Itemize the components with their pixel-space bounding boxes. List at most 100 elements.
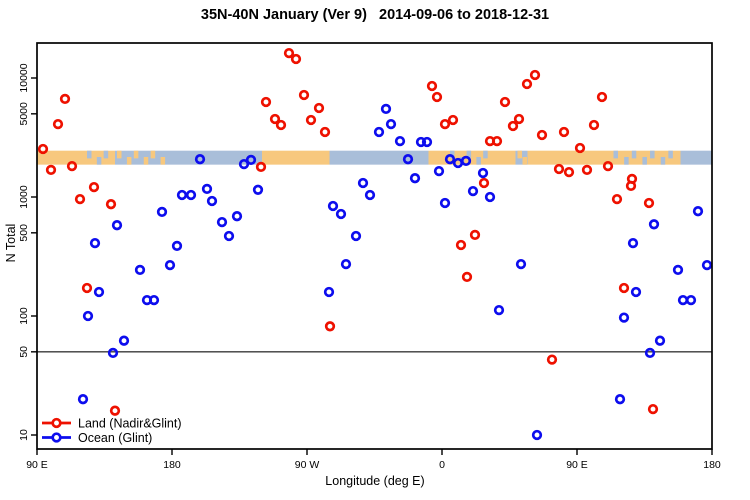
x-tick-label: 180 xyxy=(703,459,721,471)
data-point-land xyxy=(563,166,575,178)
series-land-points xyxy=(37,47,659,416)
y-tick-label: 500 xyxy=(18,224,30,242)
data-point-land xyxy=(45,164,57,176)
data-point-land xyxy=(81,282,93,294)
data-point-land xyxy=(553,163,565,175)
data-point-land xyxy=(324,321,336,332)
series-ocean-points xyxy=(77,103,713,441)
data-point-ocean xyxy=(444,154,456,165)
data-point-ocean xyxy=(531,429,543,441)
data-point-ocean xyxy=(484,191,496,203)
data-point-land xyxy=(37,143,49,155)
data-point-ocean xyxy=(194,154,206,165)
data-point-land xyxy=(647,403,659,415)
data-point-ocean xyxy=(385,118,397,130)
data-point-land xyxy=(469,229,481,241)
y-tick-label: 100 xyxy=(18,307,30,325)
data-point-land xyxy=(52,118,64,130)
data-point-ocean xyxy=(433,165,445,177)
y-tick-label: 1000 xyxy=(18,185,30,209)
data-point-ocean xyxy=(156,206,168,218)
data-point-ocean xyxy=(206,195,218,207)
data-point-land xyxy=(581,164,593,176)
data-point-ocean xyxy=(118,335,130,346)
data-point-land xyxy=(643,197,655,209)
data-point-land xyxy=(596,91,608,103)
data-point-ocean xyxy=(231,211,243,222)
data-point-ocean xyxy=(340,258,352,270)
legend-label: Land (Nadir&Glint) xyxy=(78,417,182,431)
data-point-ocean xyxy=(493,304,505,316)
data-point-land xyxy=(478,177,490,189)
data-point-ocean xyxy=(701,259,713,271)
legend-marker xyxy=(51,417,62,429)
data-point-land xyxy=(521,78,533,90)
data-point-land xyxy=(269,113,281,125)
data-point-land xyxy=(513,113,525,125)
data-point-ocean xyxy=(357,177,369,189)
y-tick-label: 5000 xyxy=(18,102,30,126)
data-point-ocean xyxy=(409,173,421,184)
x-tick-label: 180 xyxy=(163,459,181,471)
data-point-land xyxy=(431,91,443,103)
data-point-land xyxy=(447,114,459,126)
data-point-ocean xyxy=(134,264,146,276)
data-point-land xyxy=(260,96,272,108)
data-point-ocean xyxy=(402,154,414,165)
data-point-ocean xyxy=(618,312,630,323)
data-point-land xyxy=(283,47,295,59)
data-point-land xyxy=(507,120,519,132)
data-point-ocean xyxy=(176,189,188,201)
data-point-ocean xyxy=(373,126,385,138)
data-point-land xyxy=(298,89,310,101)
data-point-ocean xyxy=(164,259,176,271)
y-tick-label: 10000 xyxy=(18,63,30,92)
data-point-land xyxy=(611,193,623,205)
data-point-ocean xyxy=(245,154,257,166)
data-point-ocean xyxy=(82,310,94,322)
data-point-ocean xyxy=(685,294,697,306)
data-point-land xyxy=(602,160,614,172)
y-tick-label: 50 xyxy=(18,346,30,358)
data-point-ocean xyxy=(467,185,479,197)
data-point-ocean xyxy=(148,294,160,306)
data-point-ocean xyxy=(394,135,406,147)
data-point-ocean xyxy=(515,258,527,270)
legend-item-land: Land (Nadir&Glint) xyxy=(42,417,182,431)
legend-item-ocean: Ocean (Glint) xyxy=(42,431,152,445)
data-point-ocean xyxy=(415,136,427,148)
data-point-land xyxy=(313,102,325,114)
x-tick-label: 90 W xyxy=(295,459,320,471)
data-point-ocean xyxy=(614,394,626,405)
data-point-land xyxy=(290,53,302,65)
data-point-land xyxy=(558,126,570,138)
data-point-ocean xyxy=(421,136,433,148)
data-point-ocean xyxy=(93,286,105,298)
y-axis-ticks: 10000 5000 1000 500 100 50 10 xyxy=(18,63,37,441)
data-point-land xyxy=(439,118,451,130)
data-point-land xyxy=(275,119,287,131)
data-point-ocean xyxy=(77,394,89,405)
legend-marker xyxy=(51,432,62,443)
data-point-ocean xyxy=(630,286,642,298)
data-point-land xyxy=(319,126,331,138)
data-point-ocean xyxy=(644,347,656,359)
plot-frame xyxy=(36,42,713,450)
data-point-land xyxy=(588,119,600,131)
data-point-ocean xyxy=(380,103,392,115)
legend-label: Ocean (Glint) xyxy=(78,431,152,445)
x-axis-ticks: 90 E 180 90 W 0 90 E 180 xyxy=(26,449,721,471)
y-tick-label: 10 xyxy=(18,429,30,441)
data-point-ocean xyxy=(627,237,639,249)
data-point-ocean xyxy=(223,230,235,242)
data-point-ocean xyxy=(323,286,335,298)
data-point-land xyxy=(59,93,71,105)
data-point-ocean xyxy=(201,183,213,195)
data-point-land xyxy=(105,199,117,210)
data-point-ocean xyxy=(654,335,666,346)
data-point-land xyxy=(426,80,438,92)
data-point-ocean xyxy=(672,264,684,276)
data-point-land xyxy=(618,282,630,294)
